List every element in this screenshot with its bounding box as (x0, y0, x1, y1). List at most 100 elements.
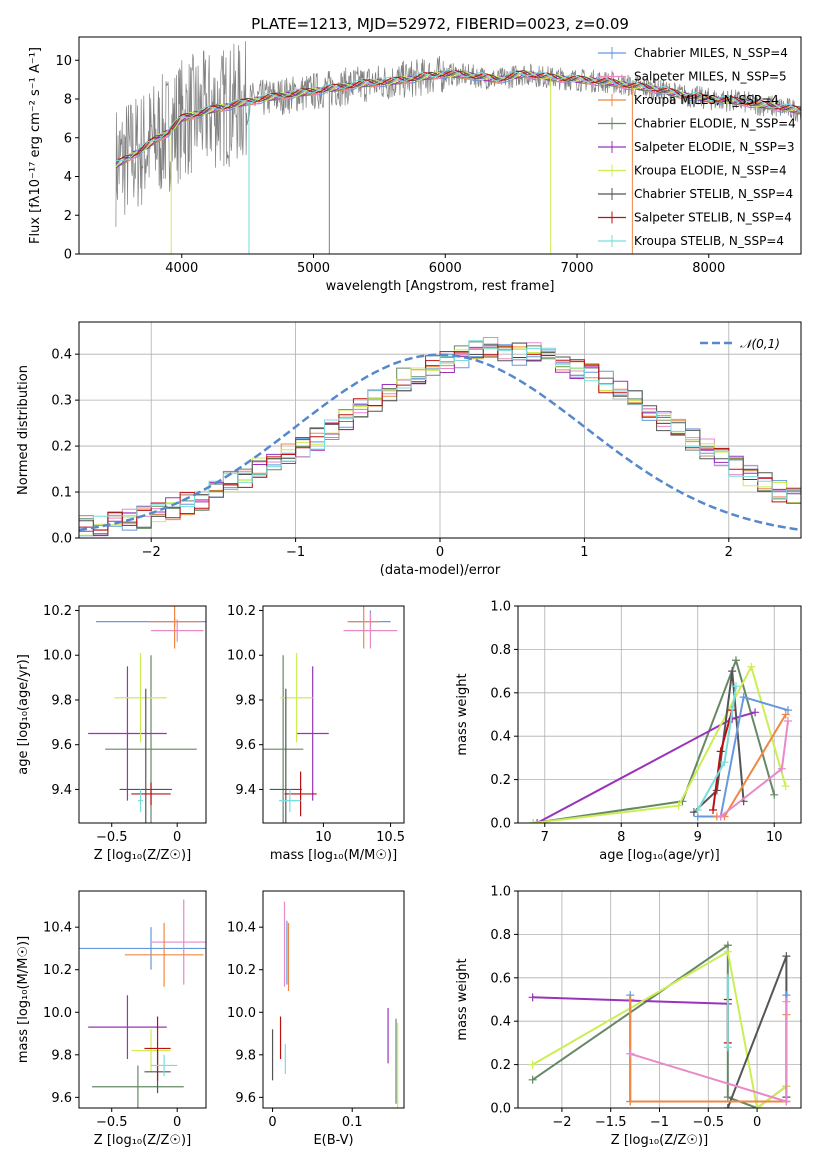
legend-label: 𝒩(0,1) (740, 337, 780, 351)
x-tick-label: 0 (268, 1115, 276, 1130)
y-tick-label: 1.0 (490, 885, 511, 900)
axes-frame (78, 321, 802, 539)
y-tick-label: 0.2 (490, 1058, 511, 1073)
y-tick-label: 0.4 (51, 348, 72, 363)
weight-line-3 (533, 664, 787, 823)
y-tick-label: 0.2 (490, 773, 511, 788)
y-tick-label: 0.4 (490, 730, 511, 745)
x-tick-label: 7 (541, 830, 549, 845)
axes-frame (78, 36, 802, 255)
histogram-2 (79, 337, 801, 537)
weight-marker (781, 782, 790, 791)
x-tick-label: −0.5 (96, 1115, 128, 1130)
panel-7: 0 0.1 9.6 9.8 10.0 10.2 10.4 E(B-V) (227, 890, 405, 1148)
legend-label: Kroupa ELODIE, N_SSP=4 (634, 164, 787, 178)
x-axis-label: (data-model)/error (380, 563, 501, 578)
x-tick-label: 10 (315, 830, 332, 845)
x-tick-label: 7000 (560, 261, 593, 276)
weight-line-6 (697, 695, 789, 818)
axes-frame (262, 890, 405, 1109)
x-tick-label: 6000 (429, 261, 462, 276)
x-tick-label: 0.1 (342, 1115, 363, 1130)
plot-area (79, 899, 206, 1108)
panel-6: −0.5 0 9.6 9.8 10.0 10.2 10.4 Z [log₁₀(Z/Z☉)] ma… (16, 890, 207, 1148)
plot-area (88, 606, 206, 823)
histogram-7 (79, 342, 801, 536)
y-tick-label: 0.8 (490, 643, 511, 658)
histogram-5 (79, 346, 801, 535)
axes-frame (78, 890, 207, 1109)
x-axis-label: Z [log₁₀(Z/Z☉)] (94, 848, 191, 863)
histogram-9 (79, 340, 801, 520)
weight-marker (739, 693, 748, 702)
y-tick-label: 10.2 (227, 963, 256, 978)
plot-area (529, 656, 792, 823)
y-axis-label: mass [log₁₀(M/M☉)] (16, 936, 31, 1063)
y-tick-label: 9.8 (235, 1048, 256, 1063)
chart-title: PLATE=1213, MJD=52972, FIBERID=0023, z=0… (251, 15, 629, 33)
weight-marker (528, 993, 537, 1002)
x-tick-label: 0 (173, 1115, 181, 1130)
weight-marker (777, 764, 786, 773)
y-tick-label: 10.0 (227, 649, 256, 664)
weight-marker (783, 717, 792, 726)
x-axis-label: mass [log₁₀(M/M☉)] (270, 848, 397, 863)
x-tick-label: −2 (552, 1115, 571, 1130)
x-tick-label: −1 (650, 1115, 669, 1130)
x-tick-label: −0.5 (693, 1115, 725, 1130)
weight-marker (709, 805, 718, 814)
y-tick-label: 10.4 (227, 921, 256, 936)
x-tick-label: 4000 (165, 261, 198, 276)
x-tick-label: −1 (286, 545, 305, 560)
y-axis-label: mass weight (455, 958, 470, 1040)
x-tick-label: 8000 (692, 261, 725, 276)
weight-marker (728, 667, 737, 676)
histogram-8 (79, 345, 801, 531)
weight-marker (781, 710, 790, 719)
weight-marker (753, 1104, 762, 1108)
histogram-4 (79, 341, 801, 536)
y-tick-label: 9.6 (51, 1091, 72, 1106)
legend-label: Chabrier MILES, N_SSP=4 (634, 46, 788, 60)
y-axis-label: Normed distribution (16, 365, 31, 495)
weight-marker (626, 1097, 635, 1106)
weight-marker (723, 1104, 732, 1108)
legend-label: Chabrier STELIB, N_SSP=4 (634, 187, 793, 201)
y-tick-label: 10.4 (43, 921, 72, 936)
panel-4: 10 10.5 9.4 9.6 9.8 10.0 10.2 mass [log₁₀(M/M☉)… (227, 604, 405, 863)
y-tick-label: 0.0 (490, 817, 511, 832)
panel-5: 7 8 9 10 0.0 0.2 0.4 0.6 0.8 1.0 age [log₁₀(age/yr… (455, 600, 802, 863)
weight-marker (723, 973, 732, 982)
x-tick-label: 0 (436, 545, 444, 560)
panel-1: 4000 5000 6000 7000 8000 0 2 4 6 8 10 wavelength [A… (28, 15, 802, 294)
plot-area (79, 337, 801, 537)
weight-marker (626, 1049, 635, 1058)
weight-marker (533, 819, 542, 823)
weight-marker (723, 1093, 732, 1102)
model-line-9 (115, 69, 801, 162)
y-tick-label: 9.4 (235, 783, 256, 798)
histogram-6 (79, 346, 801, 536)
y-tick-label: 9.8 (51, 1048, 72, 1063)
weight-marker (720, 758, 729, 767)
weight-marker (716, 747, 725, 756)
y-tick-label: 10.2 (43, 604, 72, 619)
x-tick-label: 8 (617, 830, 625, 845)
x-axis-label: wavelength [Angstrom, rest frame] (326, 279, 555, 294)
y-tick-label: 0.6 (490, 686, 511, 701)
weight-marker (626, 995, 635, 1004)
x-tick-label: −2 (142, 545, 161, 560)
y-tick-label: 0 (64, 248, 72, 263)
y-tick-label: 0.4 (490, 1015, 511, 1030)
y-tick-label: 6 (64, 131, 72, 146)
weight-marker (782, 1097, 791, 1106)
x-tick-label: 1 (580, 545, 588, 560)
x-axis-label: Z [log₁₀(Z/Z☉)] (611, 1133, 708, 1148)
x-tick-label: 5000 (297, 261, 330, 276)
weight-marker (528, 1060, 537, 1069)
axes-frame (262, 605, 405, 824)
panel-2: −2 −1 0 1 2 0.0 0.1 0.2 0.3 0.4 (data-model)/error… (16, 321, 802, 578)
legend-label: Salpeter ELODIE, N_SSP=3 (634, 140, 795, 154)
plot-area (263, 606, 398, 823)
